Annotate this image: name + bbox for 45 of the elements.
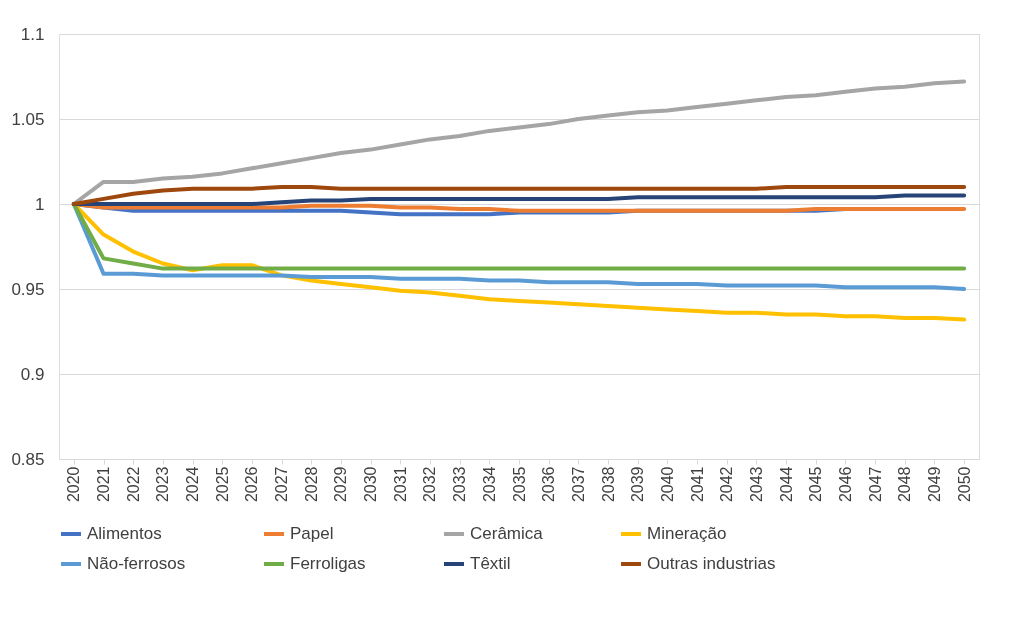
x-tick-label: 2047 — [866, 466, 884, 503]
y-tick-label: 0.9 — [20, 364, 45, 384]
x-tick-label: 2020 — [65, 466, 83, 503]
y-tick-label: 1.1 — [20, 24, 45, 44]
x-tick-label: 2032 — [421, 466, 439, 503]
x-tick-label: 2038 — [599, 466, 617, 503]
y-tick-label: 1 — [35, 194, 45, 214]
y-tick-label: 0.85 — [11, 449, 45, 469]
x-tick-label: 2023 — [154, 466, 172, 503]
legend-label: Não-ferrosos — [87, 554, 186, 573]
legend-label: Ferroligas — [290, 554, 366, 573]
x-tick-label: 2039 — [629, 466, 647, 503]
legend-label: Papel — [290, 524, 334, 543]
x-tick-label: 2040 — [658, 466, 676, 503]
x-tick-label: 2031 — [391, 466, 409, 503]
x-tick-label: 2050 — [955, 466, 973, 503]
x-tick-label: 2034 — [480, 466, 498, 503]
legend-label: Têxtil — [470, 554, 511, 573]
x-tick-label: 2041 — [688, 466, 706, 503]
x-tick-label: 2044 — [777, 466, 795, 503]
y-tick-label: 1.05 — [11, 109, 45, 129]
x-tick-label: 2029 — [332, 466, 350, 503]
legend-label: Outras industrias — [647, 554, 776, 573]
x-tick-label: 2024 — [184, 466, 202, 503]
x-tick-label: 2025 — [213, 466, 231, 503]
x-tick-label: 2033 — [451, 466, 469, 503]
legend-label: Mineração — [647, 524, 727, 543]
x-tick-label: 2026 — [243, 466, 261, 503]
x-tick-label: 2045 — [807, 466, 825, 503]
x-tick-label: 2028 — [302, 466, 320, 503]
x-tick-label: 2021 — [95, 466, 113, 503]
x-tick-label: 2035 — [510, 466, 528, 503]
x-tick-label: 2049 — [925, 466, 943, 503]
y-tick-label: 0.95 — [11, 279, 45, 299]
x-tick-label: 2037 — [569, 466, 587, 503]
x-tick-label: 2027 — [273, 466, 291, 503]
x-tick-label: 2022 — [124, 466, 142, 503]
x-tick-label: 2043 — [747, 466, 765, 503]
legend-label: Alimentos — [87, 524, 162, 543]
x-tick-label: 2036 — [540, 466, 558, 503]
x-tick-label: 2030 — [362, 466, 380, 503]
x-tick-label: 2046 — [836, 466, 854, 503]
x-tick-label: 2042 — [718, 466, 736, 503]
x-tick-label: 2048 — [896, 466, 914, 503]
legend-label: Cerâmica — [470, 524, 544, 543]
